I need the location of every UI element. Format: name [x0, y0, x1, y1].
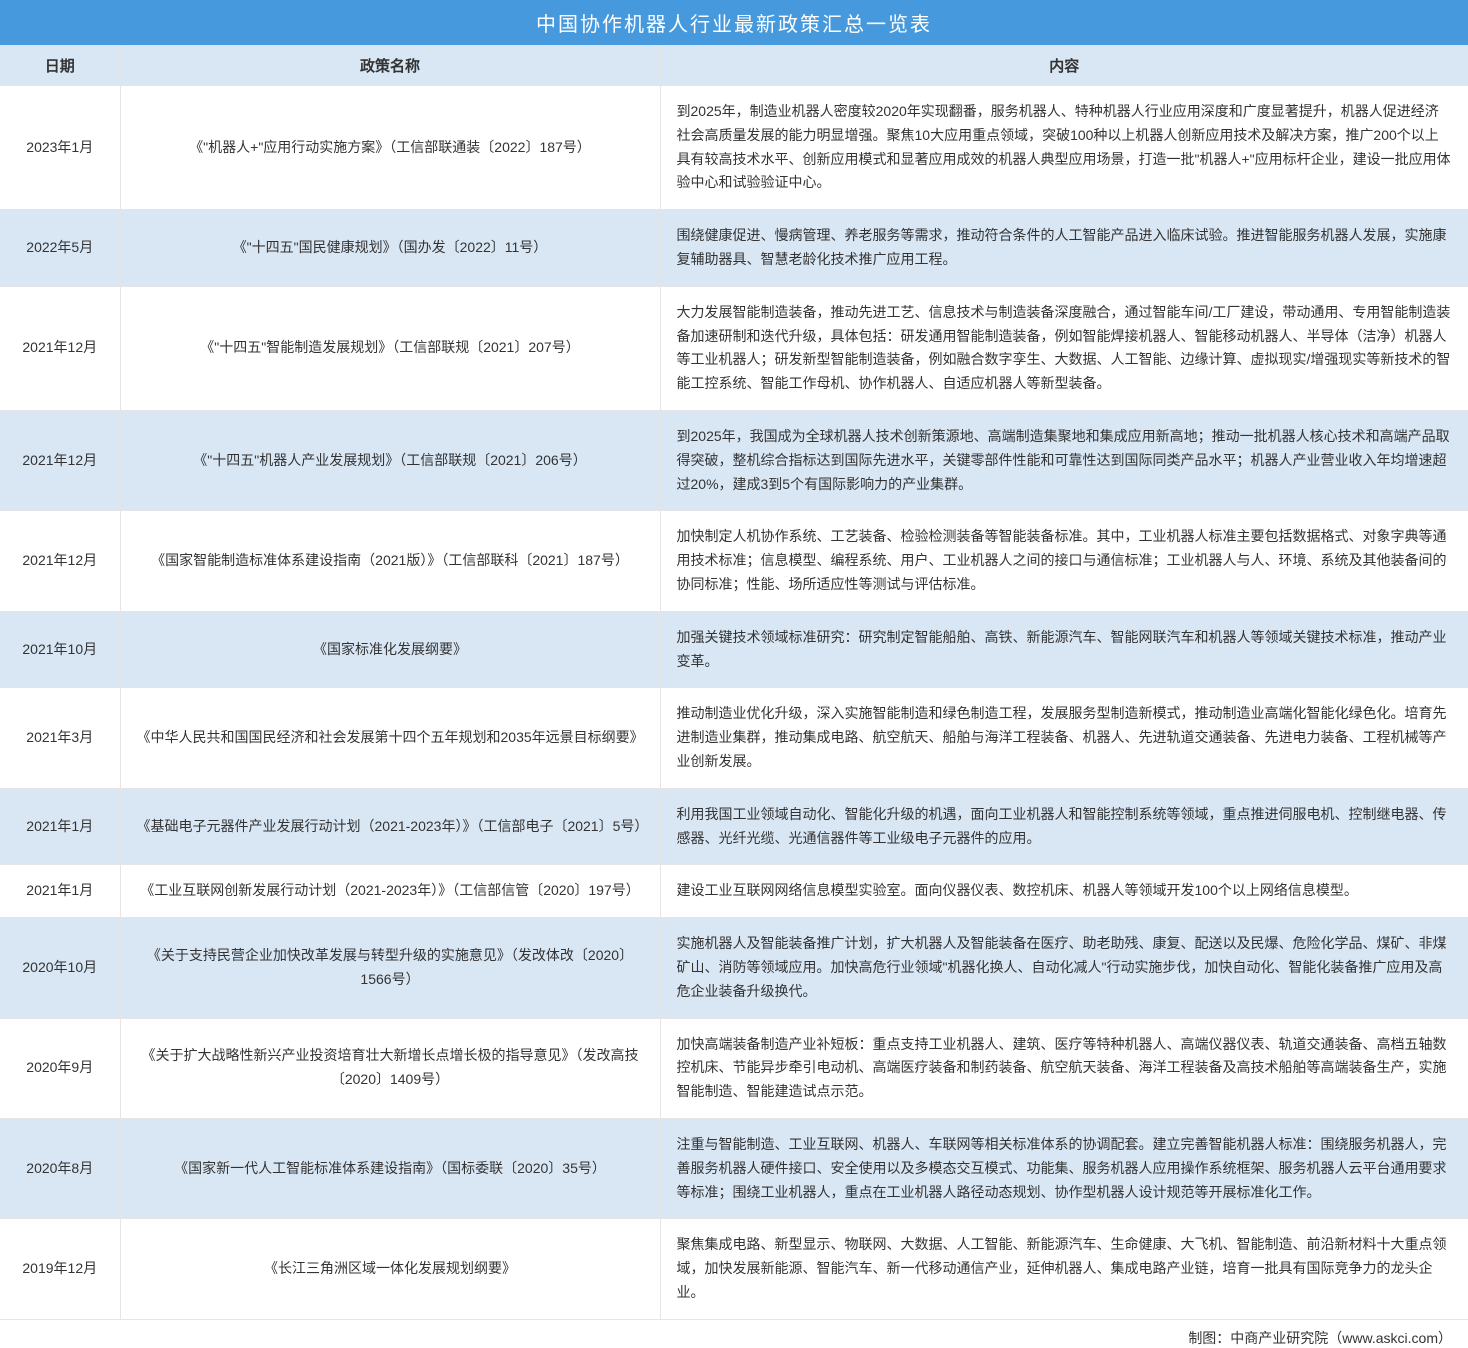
cell-content: 利用我国工业领域自动化、智能化升级的机遇，面向工业机器人和智能控制系统等领域，重… — [660, 788, 1468, 865]
table-row: 2020年9月《关于扩大战略性新兴产业投资培育壮大新增长点增长极的指导意见》（发… — [0, 1018, 1468, 1118]
header-content: 内容 — [660, 45, 1468, 86]
cell-policy: 《"机器人+"应用行动实施方案》（工信部联通装〔2022〕187号） — [120, 86, 660, 210]
cell-policy: 《基础电子元器件产业发展行动计划（2021-2023年）》（工信部电子〔2021… — [120, 788, 660, 865]
cell-policy: 《"十四五"智能制造发展规划》（工信部联规〔2021〕207号） — [120, 286, 660, 410]
table-row: 2022年5月《"十四五"国民健康规划》（国办发〔2022〕11号）围绕健康促进… — [0, 210, 1468, 287]
table-row: 2021年12月《"十四五"机器人产业发展规划》（工信部联规〔2021〕206号… — [0, 410, 1468, 510]
table-row: 2021年12月《国家智能制造标准体系建设指南（2021版）》（工信部联科〔20… — [0, 511, 1468, 611]
table-body: 2023年1月《"机器人+"应用行动实施方案》（工信部联通装〔2022〕187号… — [0, 86, 1468, 1319]
table-row: 2019年12月《长江三角洲区域一体化发展规划纲要》聚焦集成电路、新型显示、物联… — [0, 1219, 1468, 1319]
footer-credit: 制图：中商产业研究院（www.askci.com） — [0, 1320, 1468, 1348]
cell-policy: 《国家标准化发展纲要》 — [120, 611, 660, 688]
cell-date: 2021年3月 — [0, 688, 120, 788]
table-row: 2021年1月《基础电子元器件产业发展行动计划（2021-2023年）》（工信部… — [0, 788, 1468, 865]
cell-content: 实施机器人及智能装备推广计划，扩大机器人及智能装备在医疗、助老助残、康复、配送以… — [660, 918, 1468, 1018]
cell-content: 大力发展智能制造装备，推动先进工艺、信息技术与制造装备深度融合，通过智能车间/工… — [660, 286, 1468, 410]
cell-content: 聚焦集成电路、新型显示、物联网、大数据、人工智能、新能源汽车、生命健康、大飞机、… — [660, 1219, 1468, 1319]
cell-date: 2023年1月 — [0, 86, 120, 210]
cell-policy: 《"十四五"国民健康规划》（国办发〔2022〕11号） — [120, 210, 660, 287]
cell-date: 2021年12月 — [0, 286, 120, 410]
cell-content: 到2025年，我国成为全球机器人技术创新策源地、高端制造集聚地和集成应用新高地；… — [660, 410, 1468, 510]
cell-policy: 《中华人民共和国国民经济和社会发展第十四个五年规划和2035年远景目标纲要》 — [120, 688, 660, 788]
table-title: 中国协作机器人行业最新政策汇总一览表 — [0, 0, 1468, 45]
cell-policy: 《"十四五"机器人产业发展规划》（工信部联规〔2021〕206号） — [120, 410, 660, 510]
cell-date: 2021年1月 — [0, 788, 120, 865]
cell-policy: 《工业互联网创新发展行动计划（2021-2023年）》（工信部信管〔2020〕1… — [120, 865, 660, 918]
cell-date: 2020年8月 — [0, 1118, 120, 1218]
cell-content: 加快高端装备制造产业补短板：重点支持工业机器人、建筑、医疗等特种机器人、高端仪器… — [660, 1018, 1468, 1118]
cell-date: 2020年9月 — [0, 1018, 120, 1118]
cell-policy: 《国家新一代人工智能标准体系建设指南》（国标委联〔2020〕35号） — [120, 1118, 660, 1218]
table-row: 2020年10月《关于支持民营企业加快改革发展与转型升级的实施意见》（发改体改〔… — [0, 918, 1468, 1018]
table-row: 2021年3月《中华人民共和国国民经济和社会发展第十四个五年规划和2035年远景… — [0, 688, 1468, 788]
table-row: 2021年10月《国家标准化发展纲要》加强关键技术领域标准研究：研究制定智能船舶… — [0, 611, 1468, 688]
cell-content: 建设工业互联网网络信息模型实验室。面向仪器仪表、数控机床、机器人等领域开发100… — [660, 865, 1468, 918]
cell-content: 到2025年，制造业机器人密度较2020年实现翻番，服务机器人、特种机器人行业应… — [660, 86, 1468, 210]
cell-date: 2021年12月 — [0, 511, 120, 611]
header-date: 日期 — [0, 45, 120, 86]
header-policy: 政策名称 — [120, 45, 660, 86]
cell-date: 2021年10月 — [0, 611, 120, 688]
cell-content: 加强关键技术领域标准研究：研究制定智能船舶、高铁、新能源汽车、智能网联汽车和机器… — [660, 611, 1468, 688]
table-row: 2023年1月《"机器人+"应用行动实施方案》（工信部联通装〔2022〕187号… — [0, 86, 1468, 210]
policy-table-container: 中国协作机器人行业最新政策汇总一览表 日期 政策名称 内容 2023年1月《"机… — [0, 0, 1468, 1348]
table-row: 2021年1月《工业互联网创新发展行动计划（2021-2023年）》（工信部信管… — [0, 865, 1468, 918]
cell-date: 2019年12月 — [0, 1219, 120, 1319]
cell-content: 注重与智能制造、工业互联网、机器人、车联网等相关标准体系的协调配套。建立完善智能… — [660, 1118, 1468, 1218]
cell-policy: 《关于支持民营企业加快改革发展与转型升级的实施意见》（发改体改〔2020〕156… — [120, 918, 660, 1018]
cell-policy: 《国家智能制造标准体系建设指南（2021版）》（工信部联科〔2021〕187号） — [120, 511, 660, 611]
cell-date: 2022年5月 — [0, 210, 120, 287]
cell-date: 2020年10月 — [0, 918, 120, 1018]
cell-date: 2021年12月 — [0, 410, 120, 510]
table-row: 2020年8月《国家新一代人工智能标准体系建设指南》（国标委联〔2020〕35号… — [0, 1118, 1468, 1218]
table-row: 2021年12月《"十四五"智能制造发展规划》（工信部联规〔2021〕207号）… — [0, 286, 1468, 410]
cell-policy: 《长江三角洲区域一体化发展规划纲要》 — [120, 1219, 660, 1319]
cell-content: 推动制造业优化升级，深入实施智能制造和绿色制造工程，发展服务型制造新模式，推动制… — [660, 688, 1468, 788]
cell-content: 围绕健康促进、慢病管理、养老服务等需求，推动符合条件的人工智能产品进入临床试验。… — [660, 210, 1468, 287]
cell-date: 2021年1月 — [0, 865, 120, 918]
policy-table: 日期 政策名称 内容 2023年1月《"机器人+"应用行动实施方案》（工信部联通… — [0, 45, 1468, 1320]
cell-policy: 《关于扩大战略性新兴产业投资培育壮大新增长点增长极的指导意见》（发改高技〔202… — [120, 1018, 660, 1118]
cell-content: 加快制定人机协作系统、工艺装备、检验检测装备等智能装备标准。其中，工业机器人标准… — [660, 511, 1468, 611]
header-row: 日期 政策名称 内容 — [0, 45, 1468, 86]
